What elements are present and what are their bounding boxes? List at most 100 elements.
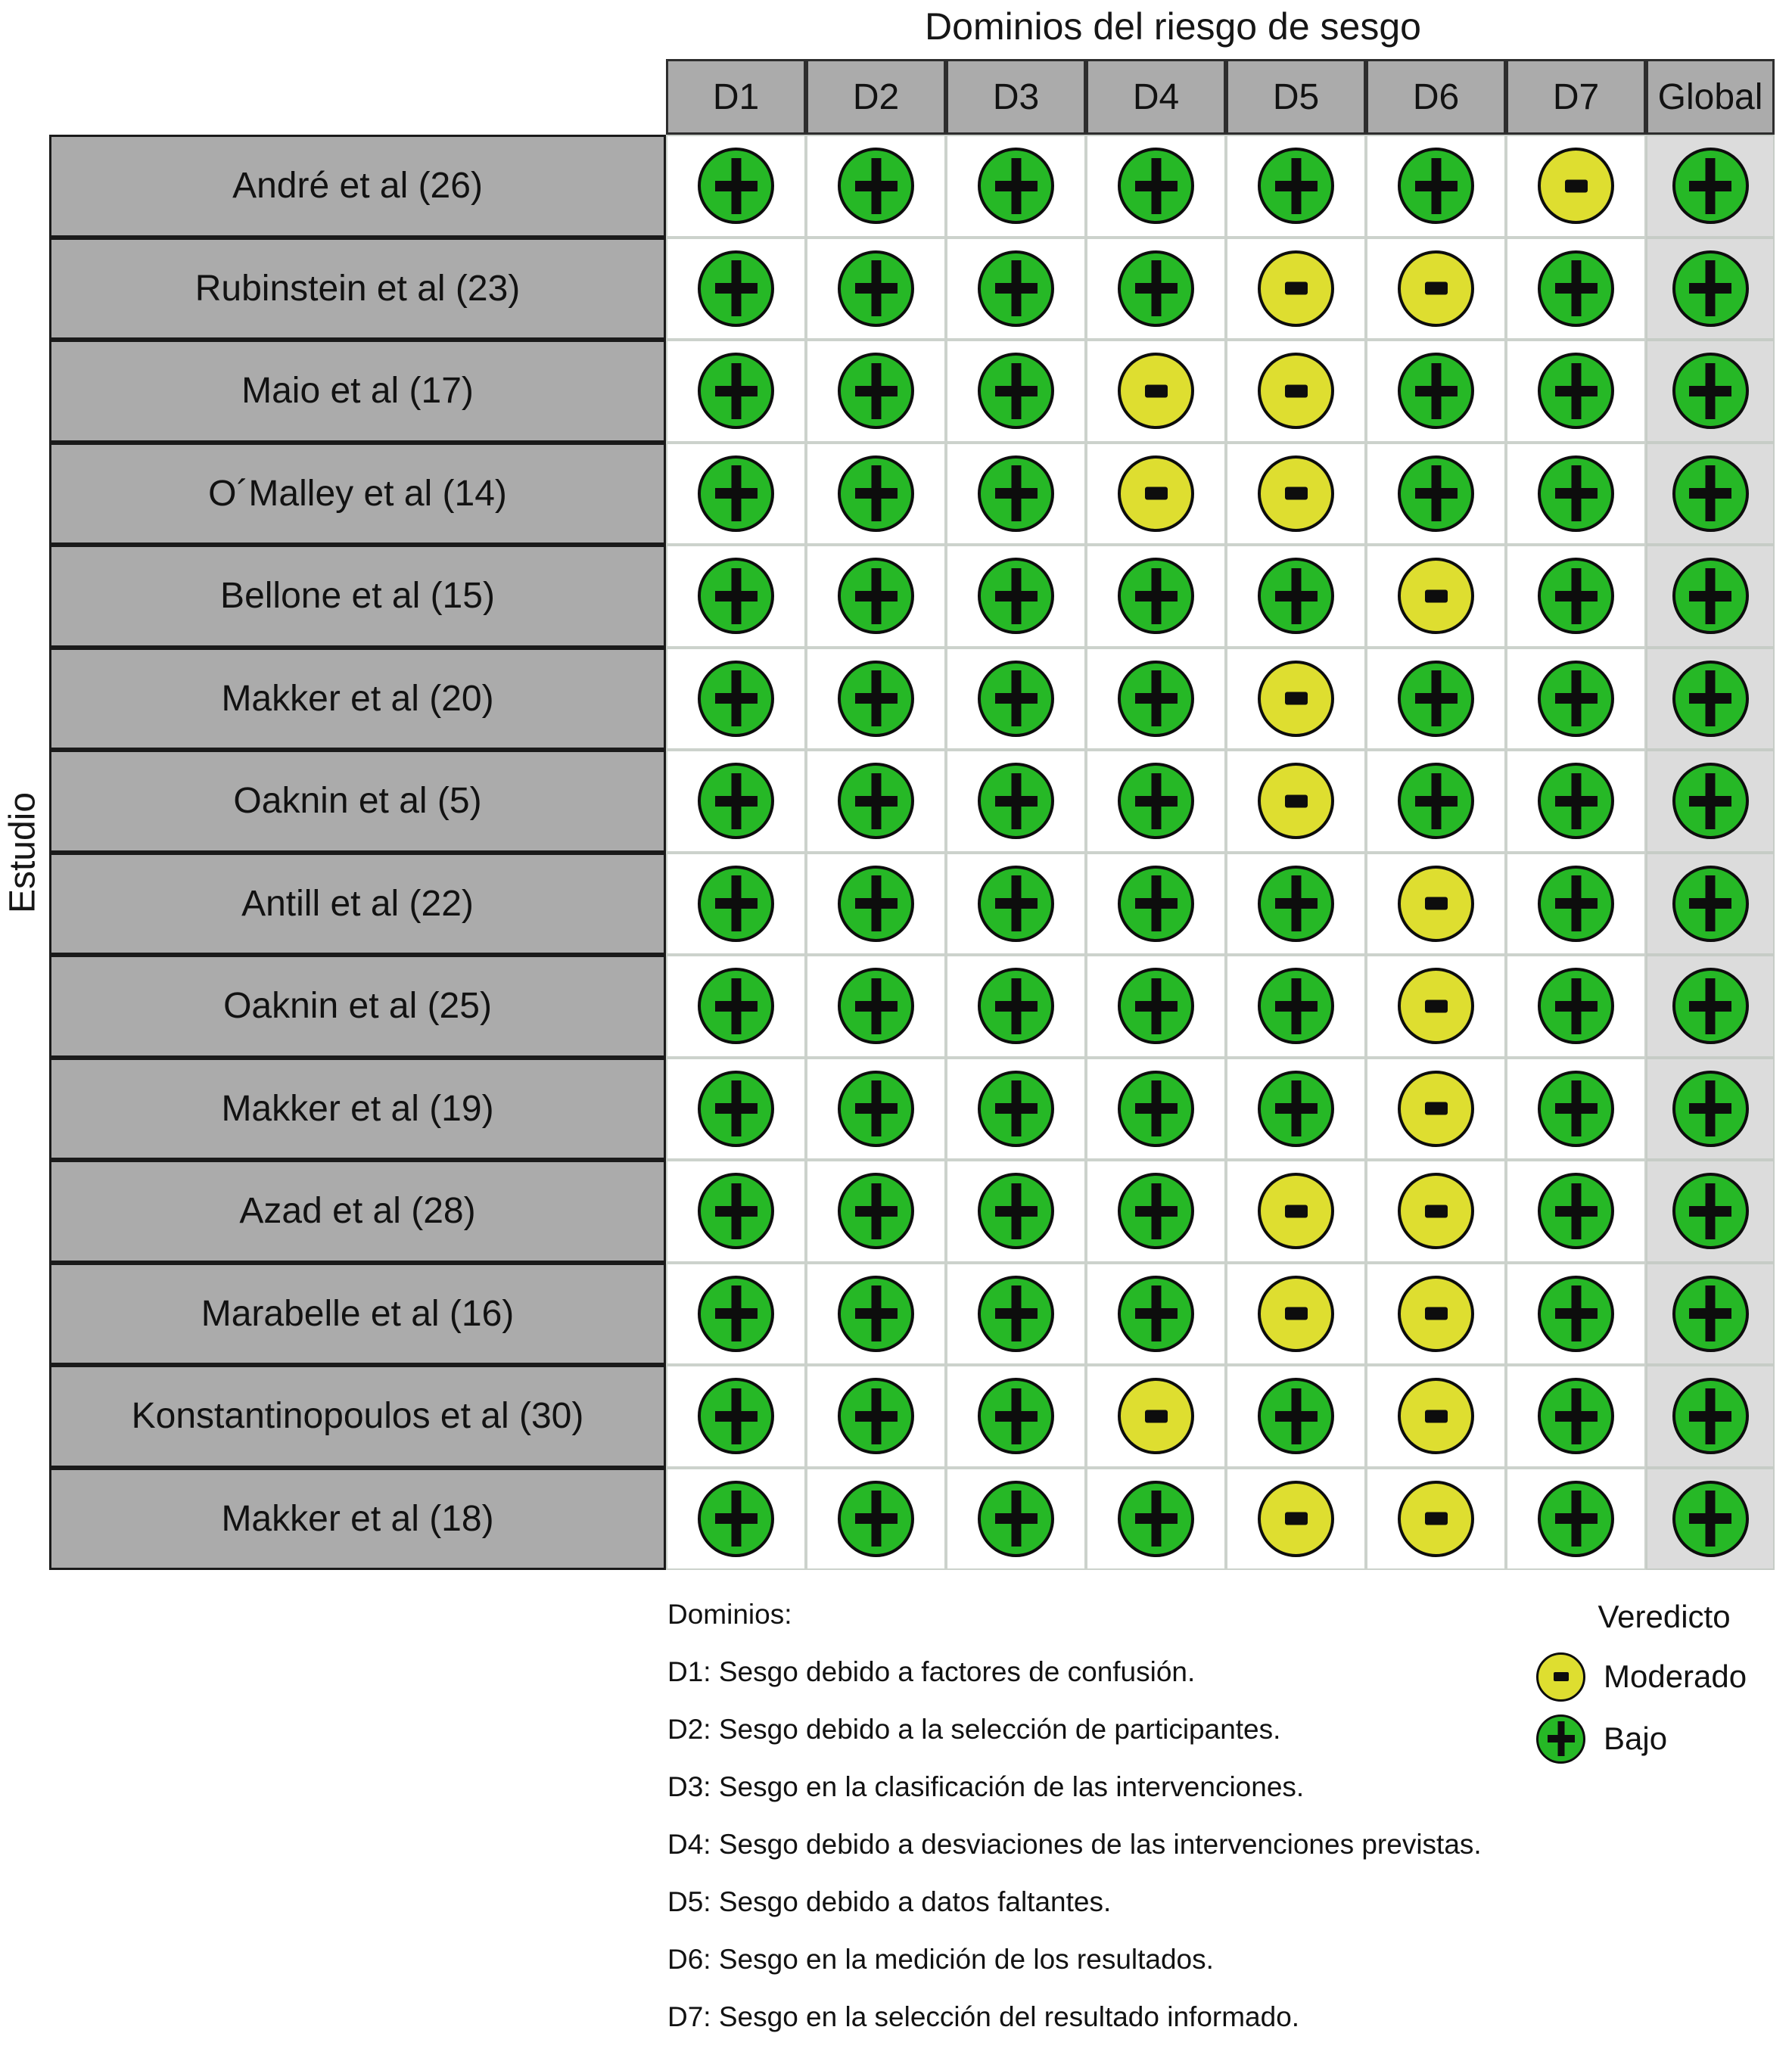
low-risk-icon [1538,558,1614,635]
domains-legend-title: Dominios: [667,1599,792,1630]
low-risk-icon [698,763,774,840]
rating-cell-d5 [1226,237,1366,340]
low-risk-icon [1672,1275,1749,1352]
rating-cell-d7 [1506,545,1646,648]
rating-cell-d4 [1086,1467,1226,1570]
low-risk-icon [1118,558,1194,635]
low-risk-icon [978,1480,1054,1557]
rating-cell-d5 [1226,1160,1366,1263]
rating-cell-d1 [666,237,806,340]
rating-cell-d3 [946,750,1086,853]
low-risk-icon [978,865,1054,942]
low-risk-icon [978,1378,1054,1455]
moderate-risk-icon [1258,250,1334,327]
rating-cell-d6 [1366,1467,1506,1570]
low-risk-icon [1118,865,1194,942]
study-label: Oaknin et al (25) [49,955,666,1058]
domain-definition-d3: D3: Sesgo en la clasificación de las int… [667,1771,1305,1802]
low-risk-icon [1672,455,1749,532]
domain-definition-d6: D6: Sesgo en la medición de los resultad… [667,1944,1214,1975]
low-risk-icon [1672,1173,1749,1250]
low-risk-icon [1538,1378,1614,1455]
rating-cell-d4 [1086,647,1226,750]
low-risk-icon [698,865,774,942]
low-risk-icon [1672,1480,1749,1557]
low-risk-icon [1398,763,1474,840]
moderate-risk-icon [1398,968,1474,1045]
rating-cell-global [1646,340,1775,443]
column-header-d3: D3 [946,59,1086,135]
rating-cell-d2 [806,1467,946,1570]
rating-cell-d6 [1366,442,1506,545]
moderate-risk-icon [1536,1652,1585,1702]
low-risk-icon [698,660,774,737]
low-risk-icon [978,353,1054,430]
low-risk-icon [838,353,914,430]
low-risk-icon [1118,968,1194,1045]
low-risk-icon [1538,660,1614,737]
low-risk-icon [698,1070,774,1147]
rating-cell-d3 [946,442,1086,545]
rating-cell-d3 [946,647,1086,750]
rating-cell-global [1646,1057,1775,1160]
low-risk-icon [978,763,1054,840]
low-risk-icon [1118,250,1194,327]
rating-cell-d7 [1506,750,1646,853]
rating-cell-d6 [1366,955,1506,1058]
low-risk-icon [1538,455,1614,532]
column-header-d6: D6 [1366,59,1506,135]
rating-cell-d1 [666,1262,806,1365]
column-header-d7: D7 [1506,59,1646,135]
low-risk-icon [1672,353,1749,430]
rating-cell-d2 [806,442,946,545]
low-risk-icon [978,968,1054,1045]
study-label: Makker et al (18) [49,1467,666,1570]
low-risk-icon [838,250,914,327]
low-risk-icon [1258,148,1334,225]
rating-cell-d3 [946,1365,1086,1468]
rating-cell-d6 [1366,135,1506,238]
moderate-risk-icon [1258,1275,1334,1352]
rating-cell-d2 [806,1365,946,1468]
low-risk-icon [1538,1275,1614,1352]
moderate-risk-icon [1398,865,1474,942]
rating-cell-d5 [1226,135,1366,238]
rating-cell-d2 [806,955,946,1058]
moderate-risk-icon [1258,763,1334,840]
low-risk-icon [1118,763,1194,840]
risk-of-bias-matrix: D1 D2 D3 D4 D5 D6 D7 Global André et al (26) Rubi… [49,59,1775,1570]
low-risk-icon [838,1173,914,1250]
rating-cell-global [1646,237,1775,340]
domain-definition-d4: D4: Sesgo debido a desviaciones de las i… [667,1829,1482,1860]
rating-cell-d7 [1506,1160,1646,1263]
low-risk-icon [1538,865,1614,942]
low-risk-icon [838,968,914,1045]
low-risk-icon [698,1173,774,1250]
rating-cell-global [1646,1365,1775,1468]
low-risk-icon [698,558,774,635]
study-label: Makker et al (19) [49,1057,666,1160]
rating-cell-d4 [1086,852,1226,955]
low-risk-icon [838,660,914,737]
low-risk-icon [698,250,774,327]
low-risk-icon [1258,968,1334,1045]
study-label: Maio et al (17) [49,340,666,443]
rating-cell-d6 [1366,545,1506,648]
moderate-risk-icon [1258,1173,1334,1250]
low-risk-icon [698,1275,774,1352]
column-header-global: Global [1646,59,1775,135]
domain-definition-d1: D1: Sesgo debido a factores de confusión… [667,1656,1196,1687]
rating-cell-d2 [806,1057,946,1160]
low-risk-icon [978,455,1054,532]
y-axis-label: Estudio [2,791,43,914]
low-risk-icon [1538,353,1614,430]
low-risk-icon [1398,660,1474,737]
low-risk-icon [1538,250,1614,327]
low-risk-icon [1672,1378,1749,1455]
rating-cell-d1 [666,1365,806,1468]
rating-cell-d3 [946,1057,1086,1160]
rating-cell-d6 [1366,1160,1506,1263]
low-risk-icon [698,1378,774,1455]
low-risk-icon [838,763,914,840]
rating-cell-d3 [946,237,1086,340]
